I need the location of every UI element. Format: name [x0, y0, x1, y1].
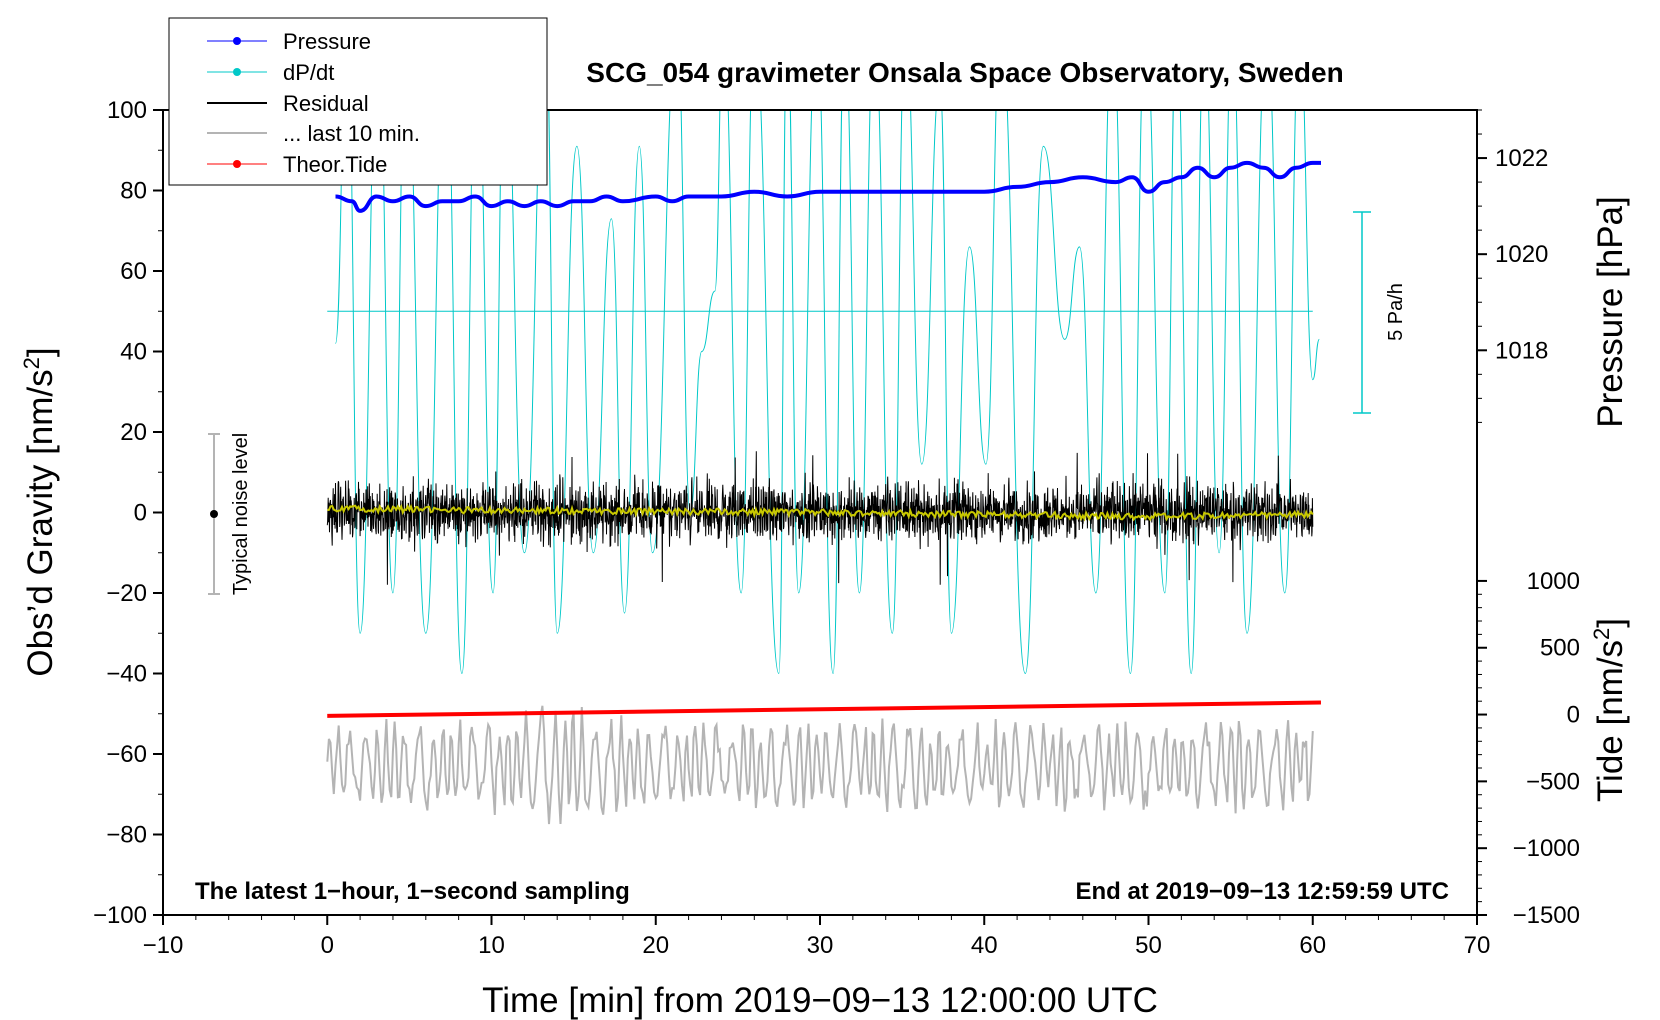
y-label-tide-main: Tide [nm/s — [1591, 640, 1630, 802]
x-tick-label: 40 — [971, 932, 998, 959]
y-tick-label: 0 — [134, 500, 147, 527]
legend-label-last10: ... last 10 min. — [283, 121, 420, 146]
y-axis-left: −100 −80 −60 −40 −20 0 20 40 60 80 100 — [93, 97, 163, 929]
noise-bar-label: Typical noise level — [230, 433, 252, 595]
legend-label-residual: Residual — [283, 91, 369, 116]
y-label-left-end: ] — [21, 347, 60, 357]
y-tick-label: −80 — [106, 822, 147, 849]
y-label-tide-sup: 2 — [1589, 628, 1614, 640]
y-tick-label: 20 — [120, 419, 147, 446]
legend-label-dpdt: dP/dt — [283, 60, 334, 85]
x-axis: −10 0 10 20 30 40 50 60 70 — [143, 915, 1491, 959]
last10-line — [326, 705, 1314, 825]
legend: Pressure dP/dt Residual ... last 10 min.… — [168, 17, 548, 186]
tide-tick-label: −1500 — [1513, 902, 1580, 929]
plot-area — [326, 110, 1321, 825]
legend-label-tide: Theor.Tide — [283, 152, 387, 177]
tide-tick-label: 0 — [1567, 702, 1580, 729]
pressure-tick-label: 1020 — [1495, 241, 1548, 268]
x-axis-label: Time [min] from 2019−09−13 12:00:00 UTC — [482, 981, 1158, 1020]
rate-scale-indicator: 5 Pa/h — [1353, 211, 1407, 414]
y-axis-pressure: 1018 1020 1022 — [1477, 109, 1548, 423]
y-tick-label: 40 — [120, 339, 147, 366]
y-tick-label: −20 — [106, 580, 147, 607]
subtitle-left: The latest 1−hour, 1−second sampling — [195, 878, 630, 905]
tide-tick-label: 500 — [1540, 635, 1580, 662]
noise-bar-dot — [210, 510, 218, 518]
tide-line — [327, 700, 1321, 718]
x-tick-label: 0 — [321, 932, 334, 959]
tide-tick-label: −500 — [1526, 768, 1580, 795]
y-axis-label-pressure: Pressure [hPa] — [1591, 196, 1630, 428]
x-tick-label: −10 — [143, 932, 184, 959]
x-tick-label: 60 — [1299, 932, 1326, 959]
y-label-left-sup: 2 — [19, 357, 44, 369]
rate-bar-label: 5 Pa/h — [1385, 283, 1407, 341]
y-tick-label: −40 — [106, 661, 147, 688]
pressure-tick-label: 1022 — [1495, 145, 1548, 172]
tide-tick-label: −1000 — [1513, 835, 1580, 862]
y-tick-label: 100 — [107, 97, 147, 124]
pressure-line — [335, 160, 1321, 213]
y-tick-label: −60 — [106, 741, 147, 768]
legend-marker-tide — [233, 160, 241, 168]
noise-level-indicator: Typical noise level — [208, 433, 252, 595]
residual-smoothed-line — [327, 503, 1314, 522]
x-tick-label: 30 — [807, 932, 834, 959]
x-tick-label: 10 — [478, 932, 505, 959]
y-axis-tide: −1500 −1000 −500 0 500 1000 — [1477, 568, 1580, 929]
legend-marker-dpdt — [233, 68, 241, 76]
y-axis-label-tide: Tide [nm/s2] — [1589, 618, 1630, 802]
x-tick-label: 70 — [1464, 932, 1491, 959]
legend-label-pressure: Pressure — [283, 29, 371, 54]
y-tick-label: −100 — [93, 902, 147, 929]
legend-box — [168, 17, 548, 186]
x-tick-label: 20 — [642, 932, 669, 959]
dpdt-line — [335, 110, 1320, 675]
legend-marker-pressure — [233, 37, 241, 45]
y-tick-label: 60 — [120, 258, 147, 285]
pressure-tick-label: 1018 — [1495, 337, 1548, 364]
y-label-tide-end: ] — [1591, 618, 1630, 628]
x-tick-label: 50 — [1135, 932, 1162, 959]
subtitle-right: End at 2019−09−13 12:59:59 UTC — [1075, 878, 1449, 905]
series-layer — [326, 110, 1321, 825]
y-axis-label-left: Obs’d Gravity [nm/s2] — [19, 347, 60, 676]
tide-tick-label: 1000 — [1527, 568, 1580, 595]
chart-title: SCG_054 gravimeter Onsala Space Observat… — [586, 57, 1343, 88]
y-tick-label: 80 — [120, 178, 147, 205]
y-label-left-main: Obs’d Gravity [nm/s — [21, 369, 60, 676]
